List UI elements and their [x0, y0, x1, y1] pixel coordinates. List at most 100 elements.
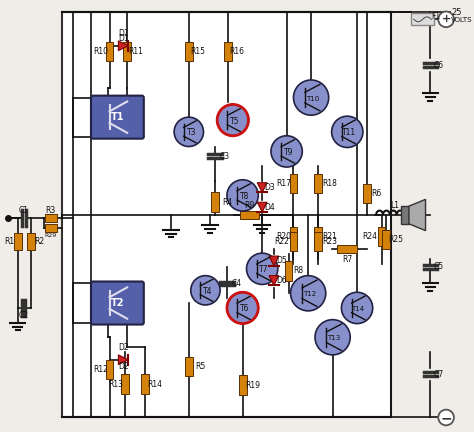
Text: C3: C3 [220, 152, 230, 161]
Text: T12: T12 [302, 291, 316, 297]
Circle shape [293, 80, 328, 115]
Text: R4: R4 [222, 198, 232, 207]
Polygon shape [269, 256, 279, 266]
Text: C4: C4 [232, 279, 242, 288]
FancyBboxPatch shape [240, 211, 259, 219]
FancyBboxPatch shape [106, 360, 113, 379]
FancyBboxPatch shape [363, 184, 371, 203]
Text: VOLTS: VOLTS [451, 17, 473, 23]
FancyBboxPatch shape [290, 174, 297, 194]
Text: L1: L1 [391, 201, 400, 210]
FancyBboxPatch shape [91, 95, 144, 139]
Text: D6: D6 [276, 276, 287, 285]
Text: R17: R17 [276, 179, 291, 188]
Text: T4: T4 [203, 287, 212, 296]
Circle shape [438, 12, 454, 27]
FancyBboxPatch shape [314, 174, 322, 194]
Text: T13: T13 [327, 335, 340, 341]
FancyBboxPatch shape [185, 42, 193, 61]
Text: R29: R29 [45, 233, 57, 238]
Text: T2: T2 [110, 298, 124, 308]
Text: 25: 25 [451, 8, 462, 17]
FancyBboxPatch shape [211, 193, 219, 212]
Circle shape [315, 320, 350, 355]
Circle shape [217, 105, 248, 136]
Text: R25: R25 [389, 235, 404, 244]
Text: R8: R8 [293, 266, 303, 275]
Text: C2: C2 [18, 311, 28, 320]
Polygon shape [269, 276, 279, 286]
Text: T8: T8 [240, 192, 249, 201]
Text: R16: R16 [229, 47, 244, 56]
Text: D3: D3 [264, 183, 275, 192]
Text: F1: F1 [432, 12, 441, 21]
Circle shape [191, 276, 220, 305]
Circle shape [332, 116, 363, 147]
Circle shape [174, 117, 203, 146]
Text: T11: T11 [342, 128, 356, 137]
FancyBboxPatch shape [314, 232, 322, 251]
FancyBboxPatch shape [224, 42, 232, 61]
FancyBboxPatch shape [14, 232, 21, 250]
Circle shape [271, 136, 302, 167]
Polygon shape [257, 183, 267, 193]
Text: R14: R14 [147, 380, 162, 389]
Text: R7: R7 [342, 254, 352, 264]
FancyBboxPatch shape [185, 357, 193, 376]
Text: T6: T6 [240, 305, 249, 313]
FancyBboxPatch shape [45, 214, 57, 222]
FancyBboxPatch shape [121, 375, 129, 394]
FancyBboxPatch shape [314, 227, 322, 246]
Polygon shape [118, 41, 128, 51]
Circle shape [246, 253, 278, 284]
Text: T3: T3 [187, 128, 197, 137]
Circle shape [438, 410, 454, 426]
FancyBboxPatch shape [337, 245, 357, 253]
Text: D5: D5 [276, 257, 287, 266]
FancyBboxPatch shape [62, 13, 392, 417]
FancyBboxPatch shape [45, 224, 57, 232]
Text: T1: T1 [110, 112, 124, 122]
Text: D4: D4 [264, 203, 275, 212]
Text: T9: T9 [284, 148, 293, 157]
Text: R5: R5 [195, 362, 206, 371]
Polygon shape [257, 202, 267, 212]
FancyBboxPatch shape [401, 206, 409, 224]
Circle shape [227, 292, 258, 324]
FancyBboxPatch shape [290, 232, 297, 251]
Text: +: + [441, 14, 451, 24]
Text: R11: R11 [128, 47, 144, 56]
Text: R10: R10 [93, 47, 108, 56]
Text: D1: D1 [118, 35, 128, 43]
Text: D1: D1 [118, 29, 128, 38]
Text: T14: T14 [352, 306, 365, 312]
Text: R15: R15 [190, 47, 205, 56]
Text: D2: D2 [118, 343, 128, 352]
FancyBboxPatch shape [378, 227, 385, 246]
FancyBboxPatch shape [383, 230, 390, 249]
FancyBboxPatch shape [27, 232, 35, 250]
Circle shape [291, 276, 326, 311]
FancyBboxPatch shape [290, 227, 297, 246]
Text: R20: R20 [276, 232, 291, 241]
Polygon shape [409, 199, 426, 231]
FancyBboxPatch shape [239, 375, 246, 395]
Circle shape [341, 292, 373, 324]
Text: C5: C5 [433, 262, 443, 271]
Text: R12: R12 [93, 365, 108, 374]
Text: T5: T5 [230, 117, 239, 126]
FancyBboxPatch shape [106, 42, 113, 61]
FancyBboxPatch shape [141, 375, 149, 394]
Text: R3: R3 [46, 206, 56, 215]
Text: R22: R22 [274, 237, 289, 246]
FancyBboxPatch shape [91, 282, 144, 324]
Text: R2: R2 [34, 237, 44, 246]
Text: R1: R1 [5, 237, 15, 246]
Text: R18: R18 [322, 179, 337, 188]
Circle shape [227, 180, 258, 211]
Text: R21: R21 [322, 232, 337, 241]
Text: R23: R23 [322, 237, 337, 246]
Text: R19: R19 [245, 381, 260, 390]
Text: C1: C1 [18, 206, 28, 215]
Polygon shape [118, 355, 128, 365]
